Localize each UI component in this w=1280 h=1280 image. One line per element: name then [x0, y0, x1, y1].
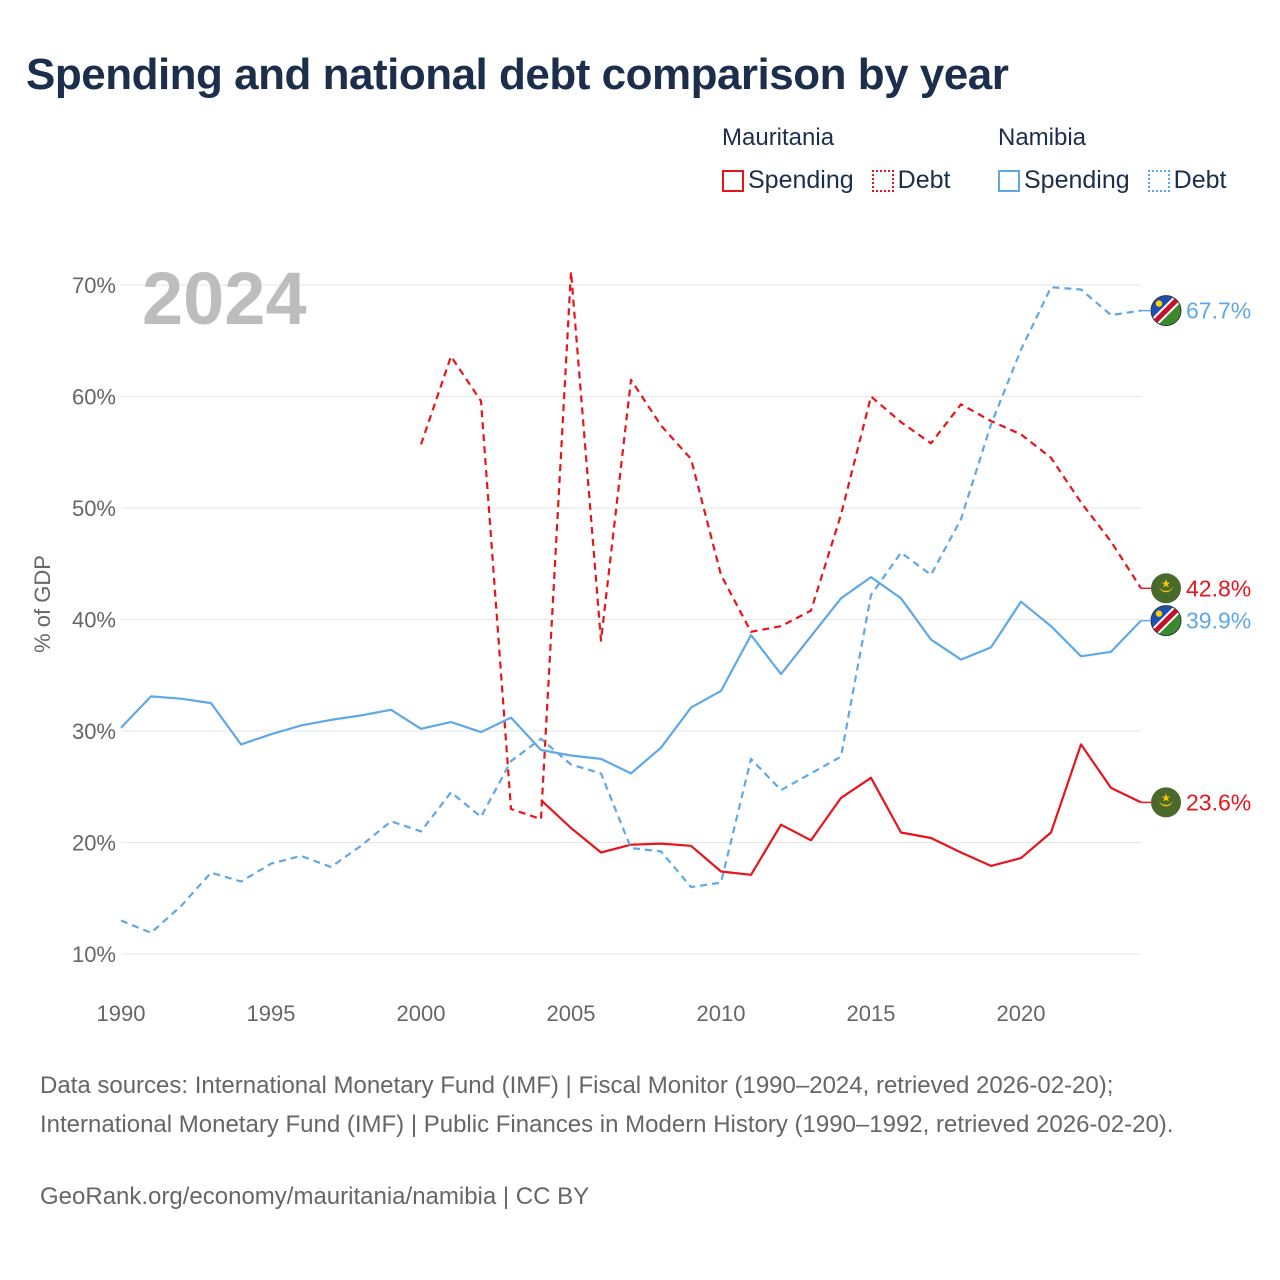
legend-item-mauritania-debt[interactable]: Debt	[871, 166, 951, 195]
y-axis-title: % of GDP	[30, 555, 55, 653]
legend-group-name: Namibia	[998, 124, 1087, 151]
y-axis-ticks: 10% 20% 30% 40% 50% 60% 70%	[72, 273, 116, 967]
star-shape	[1161, 793, 1171, 802]
legend-group-name: Mauritania	[722, 124, 835, 151]
legend-item-namibia-spending[interactable]: Spending	[998, 166, 1130, 195]
end-value-label: 42.8%	[1186, 575, 1251, 601]
star-shape	[1161, 579, 1171, 588]
x-tick-label: 1995	[247, 1001, 296, 1026]
legend-mauritania: Mauritania Spending Debt	[722, 124, 950, 195]
line-mauritania-spending	[540, 743, 1142, 876]
series-end-markers: 23.6% 42.8% 39.9% 67.7%	[1141, 295, 1251, 818]
y-tick-label: 30%	[72, 719, 116, 744]
legend-item-mauritania-spending[interactable]: Spending	[722, 166, 854, 195]
namibia-flag-icon	[1141, 605, 1182, 637]
flag-background	[1151, 787, 1181, 818]
mauritania-flag-icon	[1141, 787, 1181, 818]
chart-title: Spending and national debt comparison by…	[26, 50, 1009, 99]
x-tick-label: 2000	[397, 1001, 446, 1026]
legend-item-namibia-debt[interactable]: Debt	[1147, 166, 1227, 195]
y-tick-label: 10%	[72, 942, 116, 967]
series-lines	[120, 270, 1142, 934]
dotted-line-swatch-icon	[871, 169, 894, 192]
y-tick-label: 40%	[72, 608, 116, 633]
line-namibia-spending	[120, 575, 1142, 775]
crescent-shape	[1159, 585, 1173, 593]
x-tick-label: 2020	[997, 1001, 1046, 1026]
x-tick-label: 2005	[547, 1001, 596, 1026]
flag-sun	[1155, 610, 1163, 617]
flag-sun	[1155, 300, 1163, 307]
y-tick-label: 20%	[72, 831, 116, 856]
namibia-flag-icon	[1141, 295, 1182, 327]
gridlines	[121, 284, 1141, 955]
end-value-label: 39.9%	[1186, 608, 1251, 634]
dotted-line-swatch-icon	[1147, 169, 1170, 192]
x-tick-label: 2015	[847, 1001, 896, 1026]
flag-background	[1151, 573, 1181, 604]
legend-item-label: Spending	[748, 166, 854, 194]
end-value-label: 23.6%	[1186, 789, 1251, 815]
x-axis-ticks: 1990 1995 2000 2005 2010 2015 2020	[97, 1001, 1046, 1026]
y-tick-label: 60%	[72, 385, 116, 410]
legend-item-label: Debt	[1173, 166, 1227, 194]
y-tick-label: 70%	[72, 273, 116, 298]
legend-item-label: Spending	[1024, 166, 1130, 194]
flag-clip-group	[1151, 295, 1181, 326]
year-watermark: 2024	[142, 257, 307, 340]
x-tick-label: 2010	[697, 1001, 746, 1026]
x-tick-label: 1990	[97, 1001, 146, 1026]
legend-item-label: Debt	[897, 166, 951, 194]
line-mauritania-debt	[419, 270, 1142, 821]
end-value-label: 67.7%	[1186, 298, 1251, 324]
credit-link[interactable]: GeoRank.org/economy/mauritania/namibia |…	[40, 1183, 590, 1210]
legend-namibia: Namibia Spending Debt	[998, 124, 1226, 195]
data-sources: Data sources: International Monetary Fun…	[40, 1072, 1174, 1138]
line-namibia-debt	[120, 286, 1142, 934]
crescent-shape	[1159, 799, 1173, 807]
solid-line-swatch-icon	[722, 169, 744, 192]
mauritania-flag-icon	[1141, 573, 1181, 604]
solid-line-swatch-icon	[998, 169, 1020, 192]
flag-clip-group	[1151, 605, 1181, 636]
y-tick-label: 50%	[72, 496, 116, 521]
